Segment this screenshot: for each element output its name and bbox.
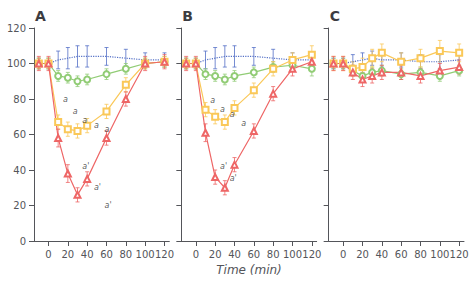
svg-text:80: 80 — [13, 94, 26, 105]
svg-text:a: a — [210, 96, 215, 105]
svg-text:a: a — [73, 107, 78, 116]
svg-text:Time (min): Time (min) — [216, 263, 282, 277]
svg-text:B: B — [182, 8, 193, 24]
svg-text:100: 100 — [430, 249, 449, 260]
svg-text:40: 40 — [375, 249, 388, 260]
svg-text:40: 40 — [81, 249, 94, 260]
svg-text:20: 20 — [209, 249, 222, 260]
svg-text:0: 0 — [20, 236, 26, 247]
svg-text:80: 80 — [414, 249, 427, 260]
svg-text:60: 60 — [13, 129, 26, 140]
svg-text:a: a — [94, 121, 99, 130]
svg-text:a: a — [230, 110, 235, 119]
svg-text:60: 60 — [395, 249, 408, 260]
svg-text:a': a' — [220, 162, 227, 171]
svg-text:100: 100 — [136, 249, 155, 260]
svg-text:120: 120 — [7, 23, 26, 34]
svg-text:A: A — [35, 8, 46, 24]
svg-text:C: C — [330, 8, 340, 24]
svg-text:a': a' — [94, 183, 101, 192]
svg-text:0: 0 — [45, 249, 51, 260]
svg-text:a: a — [105, 125, 110, 134]
svg-text:120: 120 — [450, 249, 469, 260]
svg-text:a: a — [82, 116, 87, 125]
svg-text:a: a — [220, 105, 225, 114]
svg-text:a: a — [63, 95, 68, 104]
svg-text:100: 100 — [283, 249, 302, 260]
svg-text:80: 80 — [267, 249, 280, 260]
svg-text:a: a — [241, 119, 246, 128]
svg-text:80: 80 — [119, 249, 132, 260]
svg-text:a': a' — [230, 174, 237, 183]
svg-text:20: 20 — [356, 249, 369, 260]
svg-text:20: 20 — [61, 249, 74, 260]
svg-text:120: 120 — [302, 249, 321, 260]
svg-text:120: 120 — [155, 249, 174, 260]
svg-text:a': a' — [105, 201, 112, 210]
svg-text:20: 20 — [13, 200, 26, 211]
svg-text:60: 60 — [100, 249, 113, 260]
svg-text:40: 40 — [13, 165, 26, 176]
svg-text:a': a' — [82, 162, 89, 171]
svg-text:60: 60 — [247, 249, 260, 260]
svg-text:100: 100 — [7, 58, 26, 69]
svg-text:0: 0 — [340, 249, 346, 260]
svg-text:40: 40 — [228, 249, 241, 260]
svg-text:0: 0 — [193, 249, 199, 260]
